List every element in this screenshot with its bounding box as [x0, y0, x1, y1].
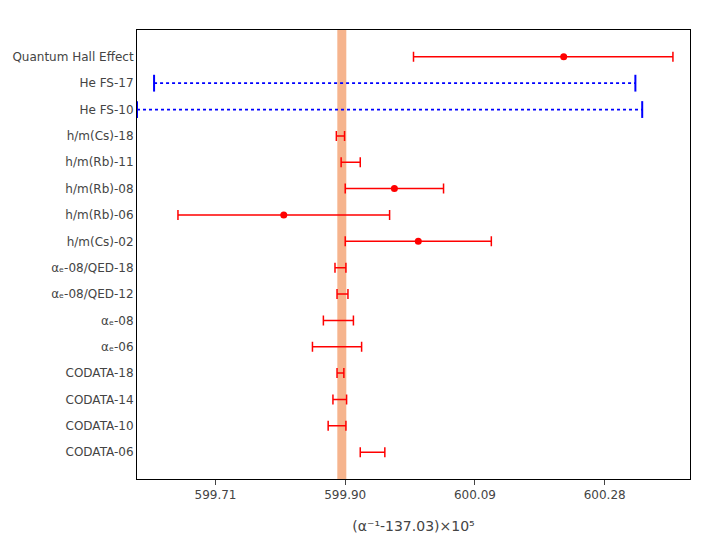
svg-text:He FS-10: He FS-10: [79, 103, 133, 117]
svg-text:h/m(Rb)-06: h/m(Rb)-06: [65, 208, 133, 222]
svg-text:599.71: 599.71: [195, 488, 237, 502]
svg-text:CODATA-10: CODATA-10: [66, 419, 134, 433]
svg-text:h/m(Rb)-08: h/m(Rb)-08: [65, 182, 133, 196]
svg-text:600.28: 600.28: [584, 488, 626, 502]
svg-text:αₑ-08/QED-12: αₑ-08/QED-12: [51, 287, 133, 301]
svg-text:h/m(Cs)-18: h/m(Cs)-18: [67, 129, 134, 143]
svg-text:αₑ-08/QED-18: αₑ-08/QED-18: [51, 261, 133, 275]
svg-text:599.90: 599.90: [324, 488, 366, 502]
svg-text:CODATA-06: CODATA-06: [66, 445, 134, 459]
svg-text:CODATA-14: CODATA-14: [66, 393, 134, 407]
svg-text:αₑ-06: αₑ-06: [101, 340, 134, 354]
svg-text:h/m(Rb)-11: h/m(Rb)-11: [65, 155, 133, 169]
svg-text:CODATA-18: CODATA-18: [66, 366, 134, 380]
svg-text:600.09: 600.09: [454, 488, 496, 502]
svg-text:αₑ-08: αₑ-08: [101, 314, 134, 328]
svg-text:(α⁻¹-137.03)×10⁵: (α⁻¹-137.03)×10⁵: [352, 518, 474, 534]
svg-text:Quantum Hall Effect: Quantum Hall Effect: [12, 50, 134, 64]
svg-text:h/m(Cs)-02: h/m(Cs)-02: [67, 235, 134, 249]
svg-text:He FS-17: He FS-17: [79, 76, 133, 90]
